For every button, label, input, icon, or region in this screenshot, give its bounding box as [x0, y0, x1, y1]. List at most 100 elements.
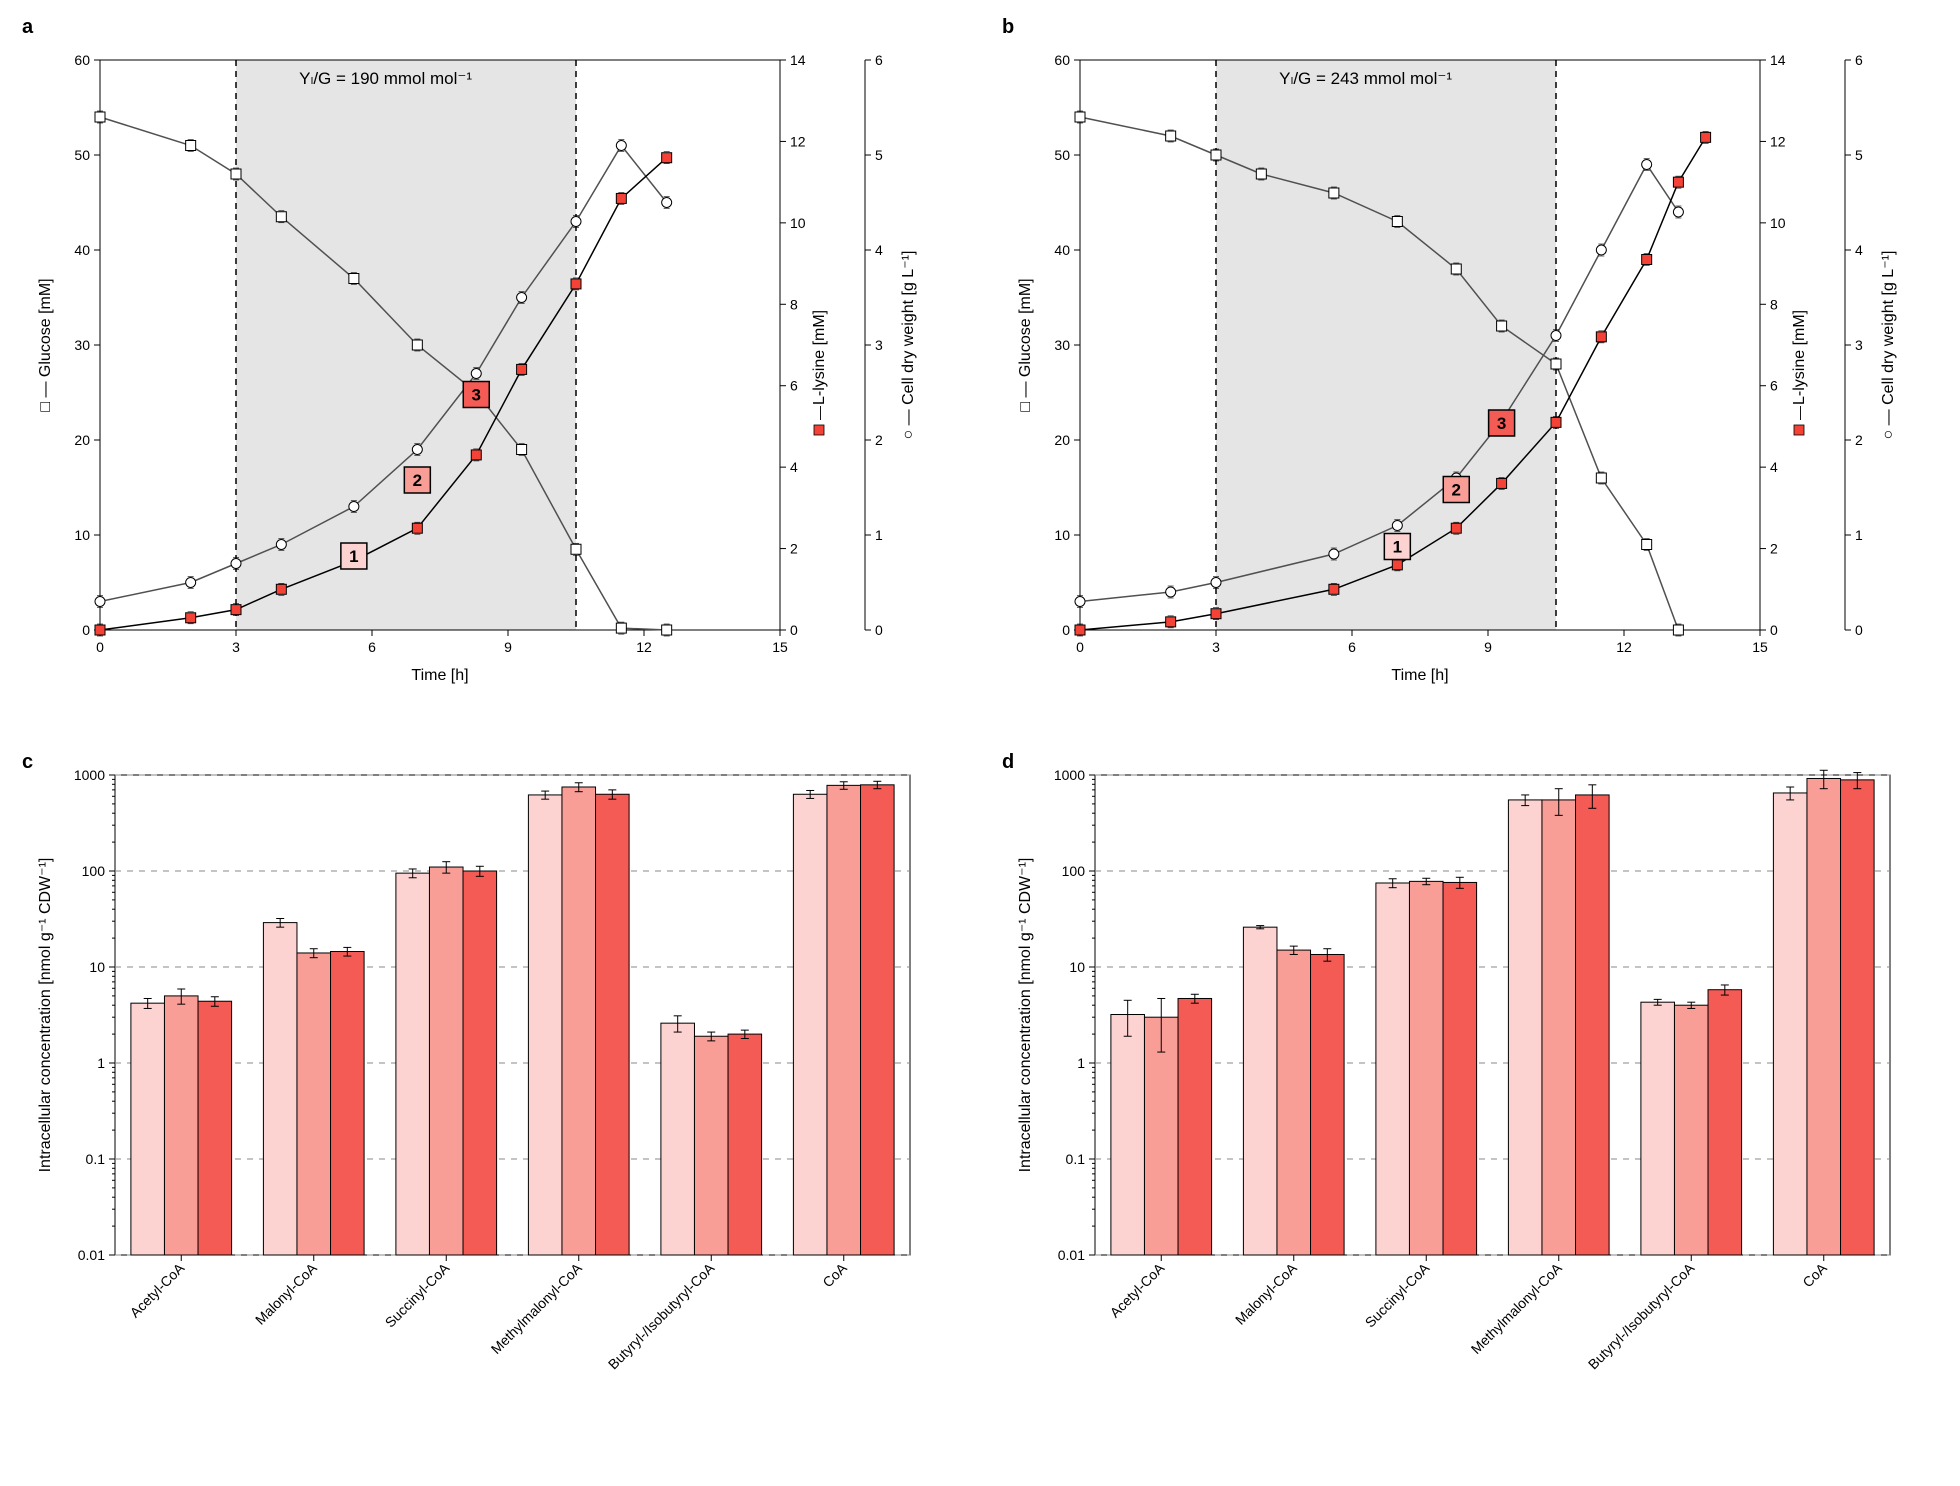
svg-text:1000: 1000 — [74, 767, 105, 783]
svg-text:1000: 1000 — [1054, 767, 1085, 783]
panel-d-label: d — [1002, 751, 1014, 774]
svg-text:12: 12 — [1770, 133, 1786, 149]
svg-text:3: 3 — [1855, 337, 1863, 353]
svg-text:0.01: 0.01 — [1058, 1247, 1085, 1263]
svg-text:CoA: CoA — [819, 1259, 850, 1290]
svg-text:20: 20 — [74, 432, 90, 448]
svg-text:1: 1 — [97, 1055, 105, 1071]
svg-text:10: 10 — [74, 527, 90, 543]
chart-d: 0.010.11101001000Intracellular concentra… — [1000, 755, 1940, 1460]
svg-text:2: 2 — [1770, 541, 1778, 557]
svg-text:○ — Cell dry weight [g L⁻¹]: ○ — Cell dry weight [g L⁻¹] — [900, 251, 917, 440]
svg-text:50: 50 — [74, 147, 90, 163]
svg-text:Succinyl-CoA: Succinyl-CoA — [382, 1259, 453, 1330]
svg-text:0: 0 — [875, 622, 883, 638]
svg-text:4: 4 — [1770, 459, 1778, 475]
svg-text:5: 5 — [875, 147, 883, 163]
panel-d: d 0.010.11101001000Intracellular concent… — [1000, 755, 1940, 1460]
svg-text:30: 30 — [1054, 337, 1070, 353]
svg-text:4: 4 — [1855, 242, 1863, 258]
chart-a: 03691215Time [h]0102030405060□ — Glucose… — [20, 20, 960, 725]
svg-text:50: 50 — [1054, 147, 1070, 163]
svg-text:15: 15 — [1752, 639, 1768, 655]
svg-text:10: 10 — [89, 959, 105, 975]
panel-b-label: b — [1002, 16, 1014, 39]
svg-text:□ — Glucose [mM]: □ — Glucose [mM] — [37, 278, 54, 411]
svg-text:Yₗ/G = 243 mmol mol⁻¹: Yₗ/G = 243 mmol mol⁻¹ — [1279, 69, 1452, 88]
svg-text:Succinyl-CoA: Succinyl-CoA — [1362, 1259, 1433, 1330]
svg-text:Butyryl-/Isobutyryl-CoA: Butyryl-/Isobutyryl-CoA — [605, 1259, 718, 1372]
svg-text:Acetyl-CoA: Acetyl-CoA — [1107, 1259, 1168, 1320]
svg-text:0.1: 0.1 — [1066, 1151, 1086, 1167]
svg-text:6: 6 — [368, 639, 376, 655]
svg-text:14: 14 — [1770, 52, 1786, 68]
panel-c-label: c — [22, 751, 33, 774]
svg-text:4: 4 — [875, 242, 883, 258]
svg-text:1: 1 — [1855, 527, 1863, 543]
svg-text:40: 40 — [1054, 242, 1070, 258]
panel-a: a 03691215Time [h]0102030405060□ — Gluco… — [20, 20, 960, 725]
svg-text:60: 60 — [1054, 52, 1070, 68]
svg-text:10: 10 — [1069, 959, 1085, 975]
svg-text:Malonyl-CoA: Malonyl-CoA — [1232, 1259, 1300, 1327]
svg-text:6: 6 — [790, 378, 798, 394]
svg-text:0: 0 — [1770, 622, 1778, 638]
panel-b: b 03691215Time [h]0102030405060□ — Gluco… — [1000, 20, 1940, 725]
svg-text:4: 4 — [790, 459, 798, 475]
svg-text:6: 6 — [1770, 378, 1778, 394]
svg-text:0: 0 — [96, 639, 104, 655]
svg-text:3: 3 — [1212, 639, 1220, 655]
svg-text:Methylmalonyl-CoA: Methylmalonyl-CoA — [488, 1259, 586, 1357]
svg-text:1: 1 — [349, 547, 358, 566]
svg-text:10: 10 — [1770, 215, 1786, 231]
svg-text:14: 14 — [790, 52, 806, 68]
svg-text:15: 15 — [772, 639, 788, 655]
svg-text:40: 40 — [74, 242, 90, 258]
svg-text:2: 2 — [790, 541, 798, 557]
svg-text:0: 0 — [1062, 622, 1070, 638]
svg-text:5: 5 — [1855, 147, 1863, 163]
svg-text:CoA: CoA — [1799, 1259, 1830, 1290]
svg-text:2: 2 — [875, 432, 883, 448]
svg-text:Intracellular concentration [n: Intracellular concentration [nmol g⁻¹ CD… — [37, 858, 54, 1173]
svg-text:Intracellular concentration [n: Intracellular concentration [nmol g⁻¹ CD… — [1017, 858, 1034, 1173]
svg-text:20: 20 — [1054, 432, 1070, 448]
svg-text:12: 12 — [636, 639, 652, 655]
svg-text:6: 6 — [1348, 639, 1356, 655]
svg-text:8: 8 — [790, 296, 798, 312]
svg-text:30: 30 — [74, 337, 90, 353]
svg-text:10: 10 — [790, 215, 806, 231]
svg-text:0: 0 — [1076, 639, 1084, 655]
svg-text:2: 2 — [1855, 432, 1863, 448]
svg-text:0: 0 — [1855, 622, 1863, 638]
svg-text:3: 3 — [472, 386, 481, 405]
svg-text:L-lysine [mM]: L-lysine [mM] — [811, 310, 828, 405]
svg-text:60: 60 — [74, 52, 90, 68]
svg-text:—: — — [1791, 406, 1807, 420]
chart-b: 03691215Time [h]0102030405060□ — Glucose… — [1000, 20, 1940, 725]
svg-text:1: 1 — [1393, 538, 1402, 557]
svg-text:Methylmalonyl-CoA: Methylmalonyl-CoA — [1468, 1259, 1566, 1357]
svg-text:○ — Cell dry weight [g L⁻¹]: ○ — Cell dry weight [g L⁻¹] — [1880, 251, 1897, 440]
svg-text:100: 100 — [1062, 863, 1086, 879]
svg-text:Butyryl-/Isobutyryl-CoA: Butyryl-/Isobutyryl-CoA — [1585, 1259, 1698, 1372]
svg-text:6: 6 — [1855, 52, 1863, 68]
svg-text:9: 9 — [1484, 639, 1492, 655]
svg-text:—: — — [811, 406, 827, 420]
svg-text:12: 12 — [1616, 639, 1632, 655]
svg-text:2: 2 — [1452, 481, 1461, 500]
svg-text:3: 3 — [232, 639, 240, 655]
svg-text:L-lysine [mM]: L-lysine [mM] — [1791, 310, 1808, 405]
chart-c: 0.010.11101001000Intracellular concentra… — [20, 755, 960, 1460]
svg-text:2: 2 — [413, 471, 422, 490]
panel-a-label: a — [22, 16, 33, 39]
svg-text:Yₗ/G = 190 mmol mol⁻¹: Yₗ/G = 190 mmol mol⁻¹ — [299, 69, 472, 88]
svg-text:100: 100 — [82, 863, 106, 879]
svg-text:3: 3 — [875, 337, 883, 353]
svg-text:0.1: 0.1 — [86, 1151, 106, 1167]
svg-text:Time [h]: Time [h] — [1391, 667, 1448, 684]
svg-text:0: 0 — [790, 622, 798, 638]
svg-text:□ — Glucose [mM]: □ — Glucose [mM] — [1017, 278, 1034, 411]
svg-text:1: 1 — [875, 527, 883, 543]
svg-text:Malonyl-CoA: Malonyl-CoA — [252, 1259, 320, 1327]
